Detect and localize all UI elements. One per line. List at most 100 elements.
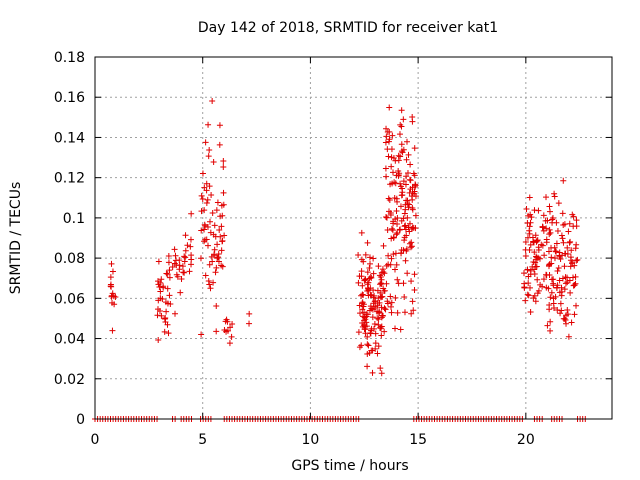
data-point [364,363,371,370]
y-tick-label: 0.18 [54,50,85,66]
data-point [408,225,415,232]
data-point [364,239,371,246]
data-point [357,310,364,317]
data-point [571,282,578,289]
data-point [186,268,193,275]
data-point [568,319,575,326]
data-point [550,295,557,302]
data-point [547,318,554,325]
data-point [221,327,228,334]
data-point [394,198,401,205]
data-point [365,279,372,286]
data-point [411,172,418,179]
data-point [524,291,531,298]
data-point [549,219,556,226]
data-point [210,279,217,286]
data-point [552,248,559,255]
data-point [355,279,362,286]
y-tick-label: 0.12 [54,171,85,187]
data-point [107,274,114,281]
data-point [391,266,398,273]
data-point [358,268,365,275]
data-point [220,164,227,171]
data-point [169,264,176,271]
data-point [550,280,557,287]
data-point [366,254,373,261]
data-point [535,246,542,253]
data-point [546,208,553,215]
data-point [398,250,405,257]
data-point [411,286,418,293]
data-point [387,261,394,268]
data-point [108,283,115,290]
y-tick-label: 0.1 [63,211,85,227]
data-point [381,287,388,294]
data-point [163,308,170,315]
data-point [545,285,552,292]
data-point [369,347,376,354]
data-point [567,289,574,296]
data-point [201,207,208,214]
data-point [562,280,569,287]
data-point [374,350,381,357]
data-point [228,333,235,340]
data-point [546,306,553,313]
data-point [382,139,389,146]
data-point [526,194,533,201]
data-point [546,271,553,278]
data-point [201,226,208,233]
data-point [380,242,387,249]
data-point [155,337,162,344]
data-point [534,276,541,283]
data-point [548,289,555,296]
data-point [527,271,534,278]
data-point [109,327,116,334]
x-tick-label: 10 [302,432,320,448]
data-point [378,332,385,339]
chart-title: Day 142 of 2018, SRMTID for receiver kat… [198,20,498,36]
data-point [545,248,552,255]
data-point [359,291,366,298]
data-point [404,197,411,204]
data-point [539,224,546,231]
data-point [377,280,384,287]
data-point [564,279,571,286]
data-point [203,199,210,206]
data-point [395,157,402,164]
data-point [188,261,195,268]
data-point [559,235,566,242]
data-point [385,195,392,202]
data-point [573,217,580,224]
data-point [559,275,566,282]
data-point [364,287,371,294]
data-point [218,247,225,254]
data-point [384,298,391,305]
data-point [198,331,205,338]
data-point [362,251,369,258]
data-point [383,262,390,269]
data-point [220,189,227,196]
data-point [402,222,409,229]
data-point [208,253,215,260]
data-point [387,293,394,300]
data-point [564,307,571,314]
data-point [162,318,169,325]
data-point [565,333,572,340]
data-point [383,214,390,221]
data-point [532,259,539,266]
data-point [374,315,381,322]
data-point [527,309,534,316]
data-point [375,263,382,270]
data-point [203,180,210,187]
data-point [371,298,378,305]
data-point [406,201,413,208]
data-point [557,300,564,307]
data-point [385,153,392,160]
data-point [223,316,230,323]
data-point [406,176,413,183]
data-point [383,125,390,132]
data-point [567,238,574,245]
data-point [166,292,173,299]
data-point [529,234,536,241]
data-point [548,276,555,283]
